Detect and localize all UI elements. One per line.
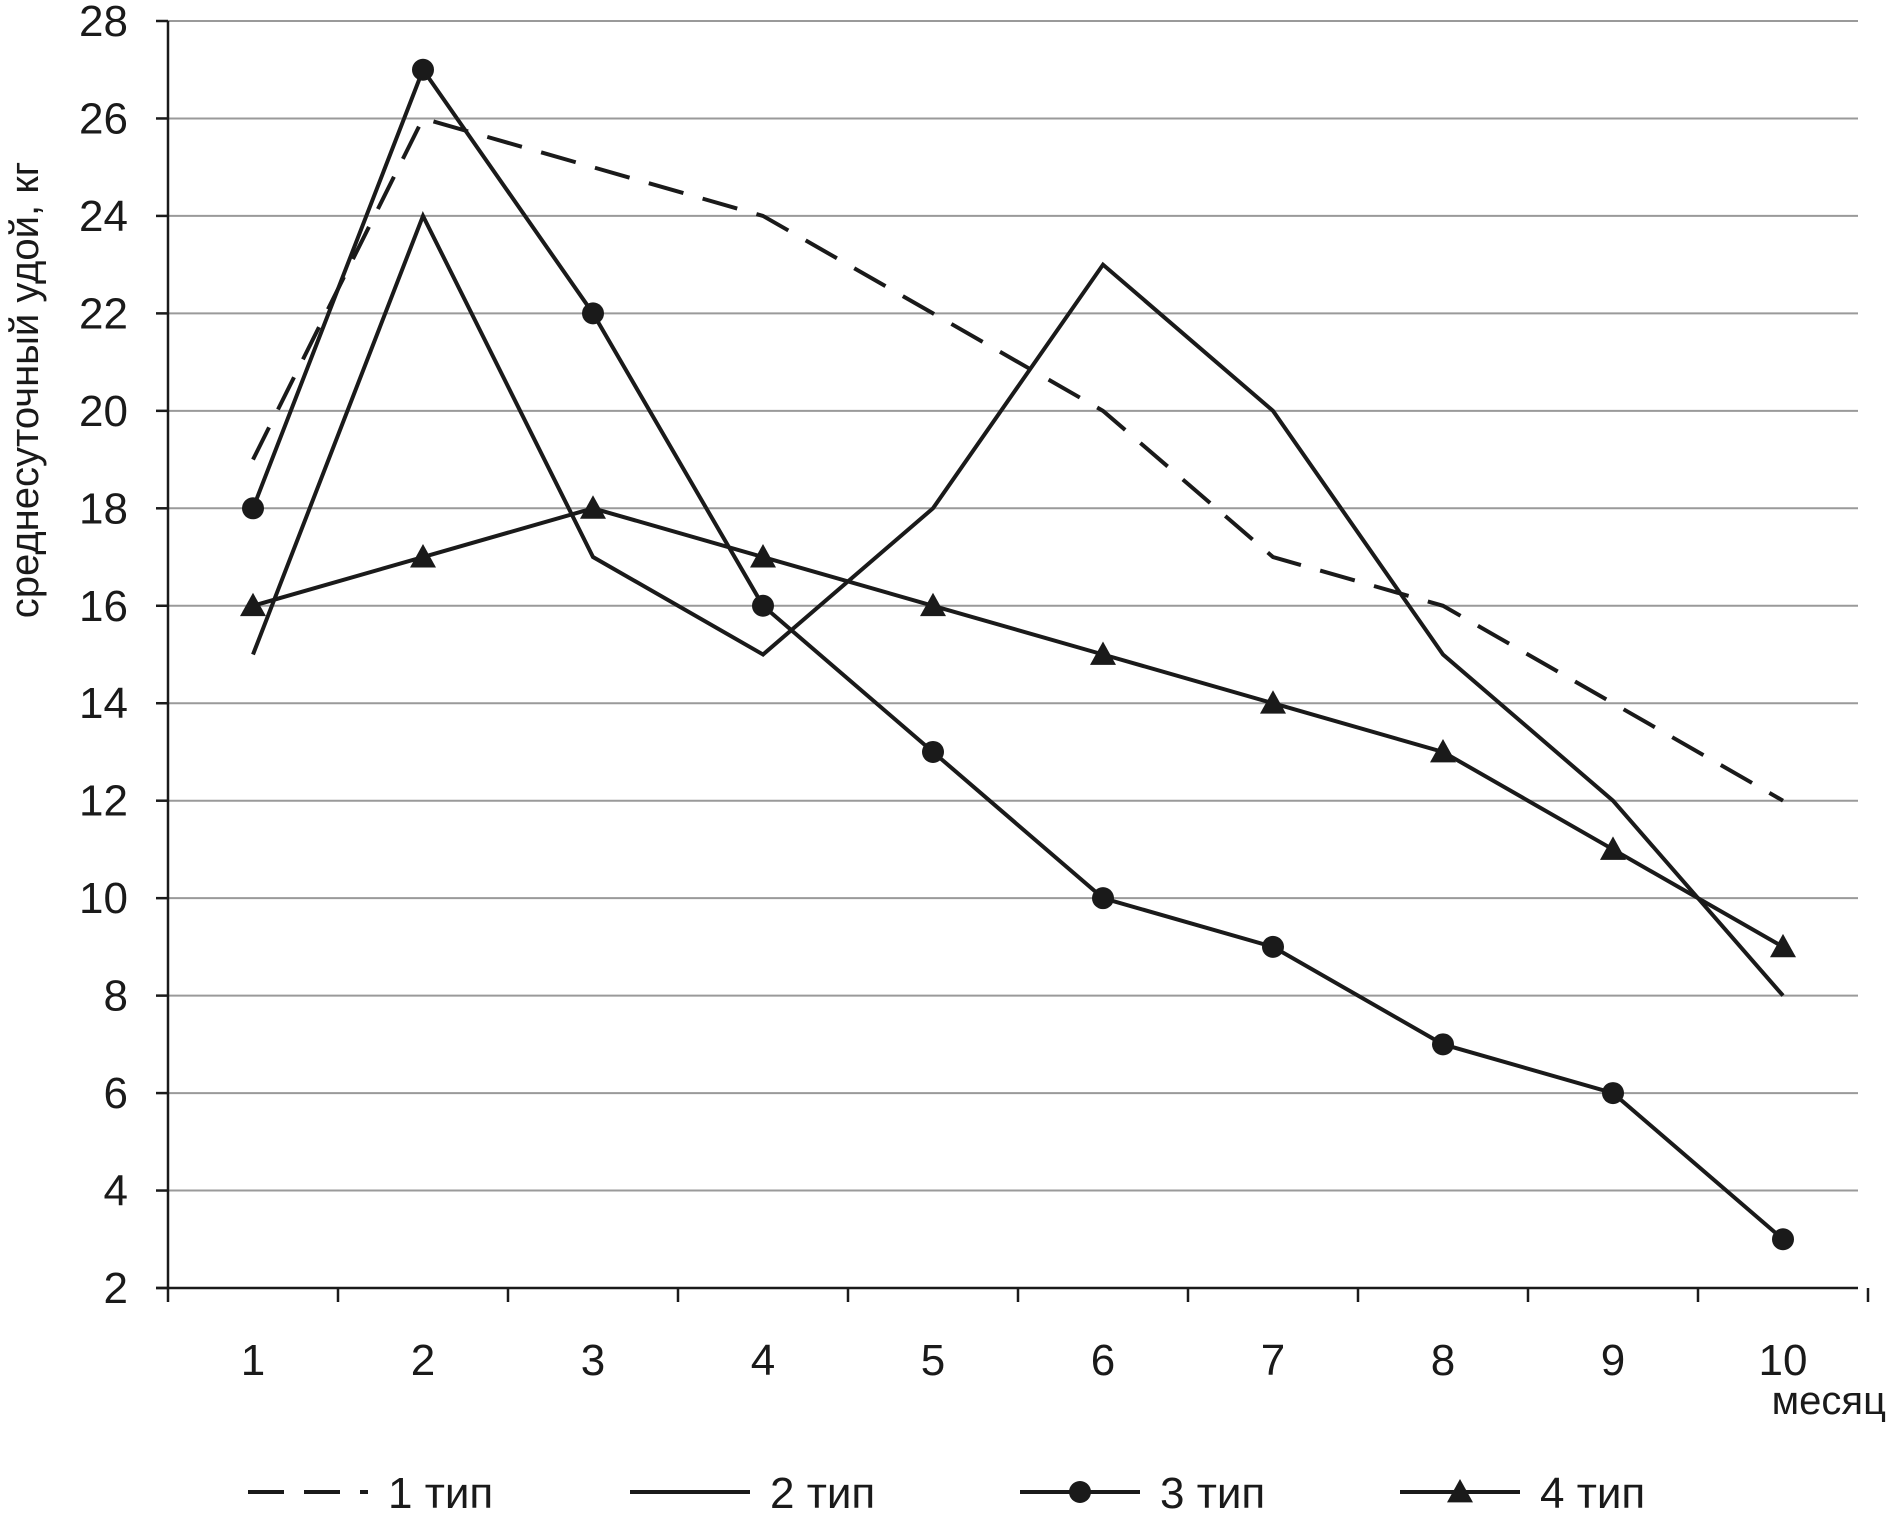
x-tick-label: 4 [751, 1336, 775, 1385]
series-line-1 [251, 116, 1784, 803]
y-tick-label: 14 [79, 679, 128, 728]
data-point-triangle [1600, 836, 1626, 860]
y-tick-label: 2 [104, 1264, 128, 1313]
x-tick-labels: 1 2 3 4 5 6 7 8 9 10 [241, 1336, 1808, 1385]
data-point-circle [1092, 887, 1114, 910]
y-tick-label: 12 [79, 777, 128, 826]
x-axis-title: месяц [1772, 1379, 1886, 1423]
x-tick-label: 5 [921, 1336, 945, 1385]
y-tick-label: 16 [79, 582, 128, 631]
series-lines [251, 65, 1785, 1241]
data-point-triangle [1260, 690, 1286, 714]
data-point-circle [582, 302, 604, 325]
y-tick-label: 8 [104, 972, 128, 1021]
series-line-4 [252, 506, 1784, 949]
grid-lines [168, 20, 1858, 1192]
legend: 1 тип 2 тип 3 тип 4 тип [248, 1469, 1645, 1515]
y-tick-label: 24 [79, 192, 128, 241]
y-tick-label: 22 [79, 289, 128, 338]
data-point-triangle [1090, 641, 1116, 665]
series-line-2 [251, 210, 1785, 997]
y-tick-label: 26 [79, 94, 128, 143]
legend-label: 3 тип [1160, 1469, 1265, 1515]
data-point-circle [1432, 1033, 1454, 1056]
data-point-triangle [920, 592, 946, 617]
x-tick-label: 3 [581, 1336, 605, 1385]
data-point-circle [1069, 1481, 1091, 1503]
legend-label: 4 тип [1540, 1469, 1645, 1515]
x-tick-label: 7 [1261, 1336, 1285, 1385]
data-point-circle [1772, 1228, 1794, 1251]
y-tick-label: 18 [79, 484, 128, 533]
data-point-triangle [410, 544, 436, 568]
data-point-circle [242, 497, 264, 520]
data-point-triangle [1770, 933, 1796, 958]
data-point-triangle [580, 495, 606, 519]
series-line-3 [251, 65, 1785, 1241]
data-point-triangle [240, 592, 266, 617]
legend-label: 1 тип [388, 1469, 493, 1515]
data-point-circle [1262, 935, 1284, 958]
y-tick-label: 28 [79, 0, 128, 46]
y-tick-label: 6 [104, 1069, 128, 1118]
x-tick-label: 9 [1601, 1336, 1625, 1385]
series-markers [240, 58, 1796, 1251]
data-point-circle [412, 58, 434, 81]
legend-item-4: 4 тип [1400, 1469, 1645, 1515]
legend-item-1: 1 тип [248, 1469, 493, 1515]
x-tick-label: 8 [1431, 1336, 1455, 1385]
data-point-circle [752, 594, 774, 617]
legend-item-2: 2 тип [630, 1469, 875, 1515]
data-point-triangle [1430, 738, 1456, 763]
y-tick-label: 20 [79, 387, 128, 436]
y-tick-label: 10 [79, 874, 128, 923]
legend-item-3: 3 тип [1020, 1469, 1265, 1515]
x-tick-label: 1 [241, 1336, 265, 1385]
data-point-circle [1602, 1082, 1624, 1105]
x-tick-label: 10 [1759, 1336, 1808, 1385]
x-tick-label: 6 [1091, 1336, 1115, 1385]
data-point-triangle [750, 544, 776, 568]
legend-label: 2 тип [770, 1469, 875, 1515]
y-tick-label: 4 [104, 1167, 128, 1216]
data-point-circle [922, 740, 944, 763]
axes [156, 19, 1870, 1302]
x-tick-label: 2 [411, 1336, 435, 1385]
data-point-triangle [1447, 1479, 1473, 1503]
y-axis-title: среднесуточный удой, кг [3, 162, 47, 619]
